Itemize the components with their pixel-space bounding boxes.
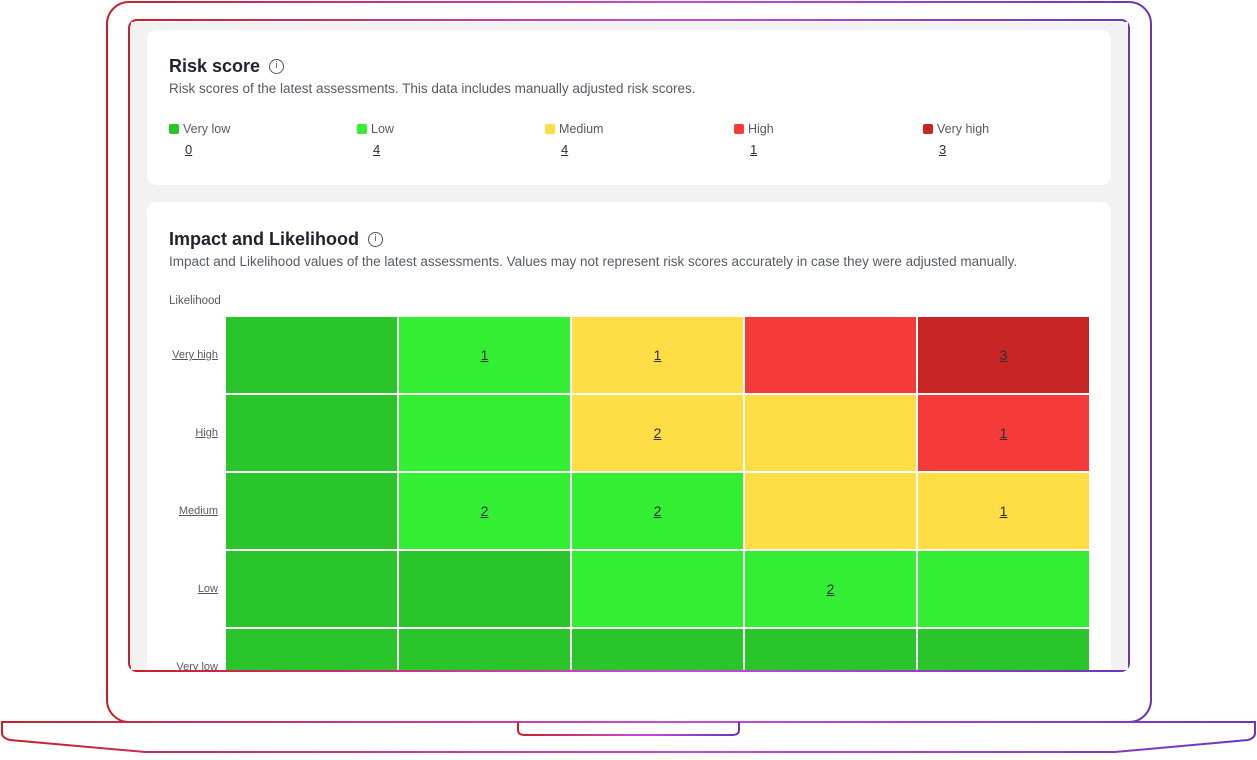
impact-likelihood-card: Impact and Likelihood i Impact and Likel… (147, 202, 1111, 670)
matrix-cell[interactable]: 2 (398, 472, 571, 550)
matrix-cell-count[interactable]: 2 (480, 503, 489, 519)
legend-label: Very high (937, 122, 990, 136)
legend-item: Low 4 (357, 122, 394, 157)
matrix-cell[interactable] (225, 472, 398, 550)
legend-label: High (748, 122, 774, 136)
matrix-cell[interactable] (225, 316, 398, 394)
legend-item: Very high 3 (923, 122, 989, 157)
legend-swatch (923, 124, 933, 134)
matrix-cell-count[interactable]: 1 (480, 347, 489, 363)
matrix-cell[interactable] (398, 394, 571, 472)
matrix-cell[interactable] (744, 628, 917, 670)
legend-swatch (734, 124, 744, 134)
impact-likelihood-title: Impact and Likelihood i (169, 229, 384, 250)
legend-swatch (357, 124, 367, 134)
matrix-cell[interactable] (225, 550, 398, 628)
matrix-cell[interactable] (571, 550, 744, 628)
matrix-cell[interactable] (744, 472, 917, 550)
legend-count-link[interactable]: 1 (750, 142, 758, 157)
legend-count-link[interactable]: 0 (185, 142, 193, 157)
legend-label: Very low (183, 122, 231, 136)
matrix-cell[interactable] (225, 394, 398, 472)
matrix-cell-count[interactable]: 3 (999, 347, 1008, 363)
legend-swatch (169, 124, 179, 134)
matrix-cell[interactable]: 2 (571, 472, 744, 550)
matrix-cell[interactable]: 2 (571, 394, 744, 472)
legend-count-link[interactable]: 3 (939, 142, 947, 157)
matrix-cell-count[interactable]: 1 (653, 347, 662, 363)
risk-score-title: Risk score i (169, 56, 285, 77)
likelihood-label[interactable]: Low (197, 583, 218, 595)
impact-likelihood-description: Impact and Likelihood values of the late… (169, 254, 1018, 269)
matrix-cell-count[interactable]: 1 (999, 503, 1008, 519)
matrix-cell[interactable]: 1 (571, 316, 744, 394)
likelihood-label[interactable]: Very low (176, 661, 218, 670)
matrix-cell[interactable] (398, 550, 571, 628)
legend-label: Low (371, 122, 394, 136)
impact-likelihood-heading: Impact and Likelihood (169, 229, 360, 249)
legend-count-link[interactable]: 4 (373, 142, 381, 157)
matrix-cell-count[interactable]: 2 (826, 581, 835, 597)
matrix-cell[interactable] (225, 628, 398, 670)
legend-swatch (545, 124, 555, 134)
legend-label: Medium (559, 122, 604, 136)
likelihood-label[interactable]: Very high (172, 349, 218, 361)
matrix-cell-count[interactable]: 2 (653, 503, 662, 519)
matrix-cell-count[interactable]: 1 (999, 425, 1008, 441)
info-icon[interactable]: i (368, 232, 384, 247)
legend-item: Medium 4 (545, 122, 603, 157)
likelihood-axis-title: Likelihood (169, 295, 221, 307)
matrix-cell[interactable] (571, 628, 744, 670)
matrix-cell[interactable] (744, 316, 917, 394)
legend-count-link[interactable]: 4 (561, 142, 569, 157)
risk-score-card: Risk score i Risk scores of the latest a… (147, 30, 1111, 185)
likelihood-label[interactable]: High (195, 427, 218, 439)
legend-item: Very low 0 (169, 122, 230, 157)
matrix-cell[interactable] (917, 628, 1090, 670)
matrix-cell[interactable]: 1 (398, 316, 571, 394)
matrix-cell[interactable]: 3 (917, 316, 1090, 394)
risk-matrix: 1 1 3 2 1 2 2 1 2 (225, 316, 1091, 670)
matrix-cell[interactable]: 1 (917, 394, 1090, 472)
matrix-cell[interactable] (917, 550, 1090, 628)
legend-item: High 1 (734, 122, 774, 157)
risk-score-description: Risk scores of the latest assessments. T… (169, 81, 696, 96)
matrix-cell-count[interactable]: 2 (653, 425, 662, 441)
likelihood-label[interactable]: Medium (178, 505, 218, 517)
matrix-cell[interactable] (398, 628, 571, 670)
risk-score-heading: Risk score (169, 56, 261, 76)
app-screen: Risk score i Risk scores of the latest a… (131, 22, 1128, 670)
matrix-cell[interactable]: 2 (744, 550, 917, 628)
matrix-cell[interactable] (744, 394, 917, 472)
info-icon[interactable]: i (269, 59, 285, 74)
matrix-cell[interactable]: 1 (917, 472, 1090, 550)
